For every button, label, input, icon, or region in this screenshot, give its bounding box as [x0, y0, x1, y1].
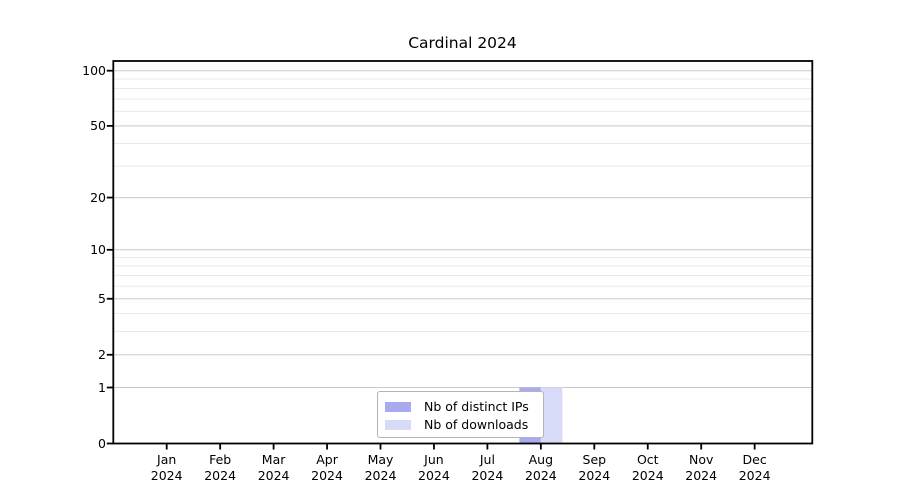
plot-border [112, 60, 814, 445]
chart-title: Cardinal 2024 [408, 34, 517, 52]
y-tick-label: 10 [90, 241, 106, 257]
x-tick-year: 2024 [631, 467, 664, 483]
legend-label-downloads: Nb of downloads [424, 417, 529, 432]
x-tick-label: Mar 2024 [232, 452, 316, 483]
x-tick-label: May 2024 [339, 452, 423, 483]
legend-item-downloads: Nb of downloads [385, 416, 543, 433]
y-tick-label: 100 [82, 62, 106, 78]
y-tick-label: 2 [98, 346, 106, 362]
x-tick-year: 2024 [685, 467, 718, 483]
x-tick-month: Jun [424, 452, 444, 467]
x-tick-year: 2024 [738, 467, 771, 483]
x-tick-year: 2024 [257, 467, 290, 483]
legend-swatch-downloads [385, 419, 411, 430]
x-tick-month: Sep [582, 452, 607, 467]
x-tick-label: Jan 2024 [125, 452, 209, 483]
x-tick-year: 2024 [578, 467, 611, 483]
x-tick-label: Oct 2024 [606, 452, 690, 483]
x-tick-year: 2024 [364, 467, 397, 483]
x-tick-year: 2024 [204, 467, 237, 483]
y-tick-label: 20 [90, 189, 106, 205]
y-tick-label: 50 [90, 117, 106, 133]
x-tick-month: Oct [636, 452, 659, 467]
x-tick-label: Aug 2024 [499, 452, 583, 483]
y-axis-tick-labels: 0 1 2 5 10 20 50 100 [0, 0, 106, 500]
x-tick-month: May [367, 452, 394, 467]
x-tick-year: 2024 [418, 467, 450, 483]
legend-label-distinct-ips: Nb of distinct IPs [424, 399, 529, 414]
x-tick-label: Jun 2024 [392, 452, 476, 483]
x-tick-month: Dec [742, 452, 767, 467]
x-tick-month: Feb [209, 452, 232, 467]
x-tick-month: Apr [316, 452, 338, 467]
x-tick-year: 2024 [524, 467, 557, 483]
y-tick-label: 5 [98, 290, 106, 306]
y-tick-label: 0 [98, 435, 106, 451]
y-tick-label: 1 [98, 379, 106, 395]
x-tick-month: Mar [261, 452, 286, 467]
x-tick-month: Nov [688, 452, 714, 467]
x-tick-month: Aug [528, 452, 554, 467]
x-tick-year: 2024 [471, 467, 504, 483]
x-tick-label: Feb 2024 [178, 452, 262, 483]
x-tick-month: Jul [479, 452, 495, 467]
x-tick-month: Jan [157, 452, 177, 467]
bar-nb-of-downloads [540, 387, 563, 444]
x-tick-label: Sep 2024 [552, 452, 636, 483]
x-tick-year: 2024 [311, 467, 343, 483]
legend-swatch-distinct-ips [385, 401, 411, 412]
legend: Nb of distinct IPs Nb of downloads [377, 391, 544, 438]
x-tick-year: 2024 [150, 467, 183, 483]
x-tick-label: Apr 2024 [285, 452, 369, 483]
legend-item-distinct-ips: Nb of distinct IPs [385, 398, 543, 415]
x-tick-label: Dec 2024 [713, 452, 797, 483]
x-tick-label: Jul 2024 [445, 452, 529, 483]
x-tick-label: Nov 2024 [659, 452, 743, 483]
